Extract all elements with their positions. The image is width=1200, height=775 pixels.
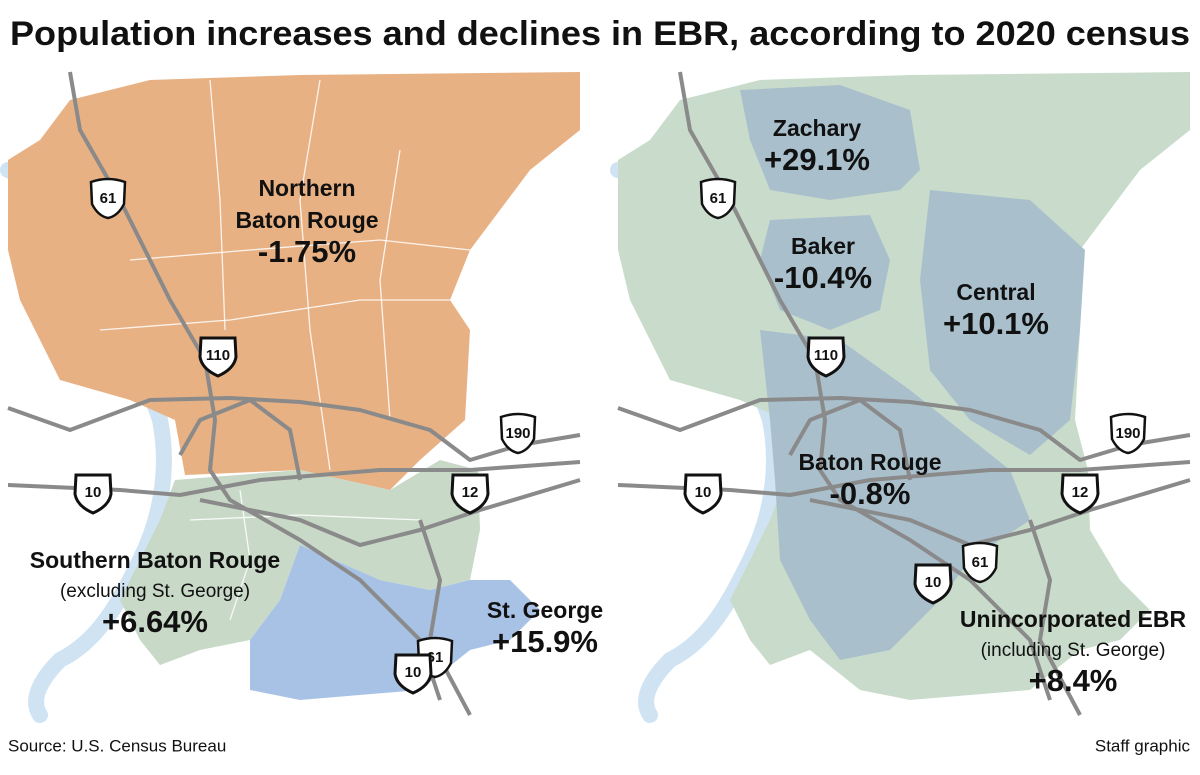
population-change: +8.4% (1029, 663, 1118, 698)
highway-shield: 110 (806, 336, 846, 378)
highway-shield: 61 (699, 177, 737, 220)
highway-shield: 10 (683, 473, 723, 515)
interstate-shield (393, 653, 433, 695)
highway-label: 110 (814, 347, 838, 364)
highway-shield: 10 (393, 653, 433, 695)
st-george-region (250, 545, 540, 700)
highway-label: 61 (100, 190, 117, 207)
population-change: -1.75% (258, 234, 356, 269)
highway-label: 61 (710, 190, 727, 207)
northern-region (8, 72, 580, 490)
highway-label: 190 (505, 425, 530, 442)
area-name: Baton Rouge (235, 207, 378, 233)
highway-label: 61 (972, 554, 989, 571)
highway-shield: 12 (1060, 473, 1100, 515)
area-name: Unincorporated EBR (960, 606, 1187, 632)
highway-label: 12 (1072, 484, 1089, 501)
baker-area (760, 215, 890, 330)
interstate-shield (1060, 473, 1100, 515)
highway-label: 10 (85, 484, 102, 501)
us-shield (499, 412, 537, 455)
population-change: +15.9% (492, 624, 598, 659)
credit: Staff graphic (1095, 736, 1191, 755)
highway-shield: 12 (450, 473, 490, 515)
population-change: -10.4% (774, 260, 872, 295)
highway-shield: 61 (961, 541, 999, 584)
source: Source: U.S. Census Bureau (8, 736, 226, 755)
area-name: Baker (791, 233, 855, 259)
area-name: Zachary (773, 115, 861, 141)
highway-shield: 10 (73, 473, 113, 515)
map-left (0, 70, 582, 723)
highway-shield: 61 (89, 177, 127, 220)
highway-label: 10 (405, 664, 422, 681)
area-name: Baton Rouge (798, 449, 941, 475)
highway-shield: 110 (198, 336, 238, 378)
area-note: (excluding St. George) (60, 581, 250, 602)
us-shield (1109, 412, 1147, 455)
highway-label: 110 (206, 347, 230, 364)
title: Population increases and declines in EBR… (10, 15, 1190, 53)
us-shield (699, 177, 737, 220)
population-change: +10.1% (943, 306, 1049, 341)
area-name: Northern (258, 175, 355, 201)
highway-label: 190 (1115, 425, 1140, 442)
population-change: -0.8% (830, 476, 911, 511)
highway-shield: 190 (1109, 412, 1147, 455)
interstate-shield (806, 336, 846, 378)
highway-shield: 190 (499, 412, 537, 455)
map-right (610, 70, 1192, 723)
zachary-area (740, 85, 920, 200)
highway-label: 10 (695, 484, 712, 501)
interstate-shield (450, 473, 490, 515)
interstate-shield (73, 473, 113, 515)
area-note: (including St. George) (981, 640, 1166, 661)
southern-region (120, 460, 480, 665)
area-name: St. George (487, 597, 603, 623)
highway-label: 10 (925, 574, 942, 591)
us-shield (961, 541, 999, 584)
interstate-shield (198, 336, 238, 378)
area-name: Central (956, 279, 1035, 305)
interstate-shield (683, 473, 723, 515)
population-change: +29.1% (764, 142, 870, 177)
us-shield (89, 177, 127, 220)
interstate-shield (913, 563, 953, 605)
area-name: Southern Baton Rouge (30, 547, 280, 573)
central-area (920, 190, 1085, 455)
population-change: +6.64% (102, 604, 208, 639)
highway-shield: 10 (913, 563, 953, 605)
highway-label: 12 (462, 484, 479, 501)
